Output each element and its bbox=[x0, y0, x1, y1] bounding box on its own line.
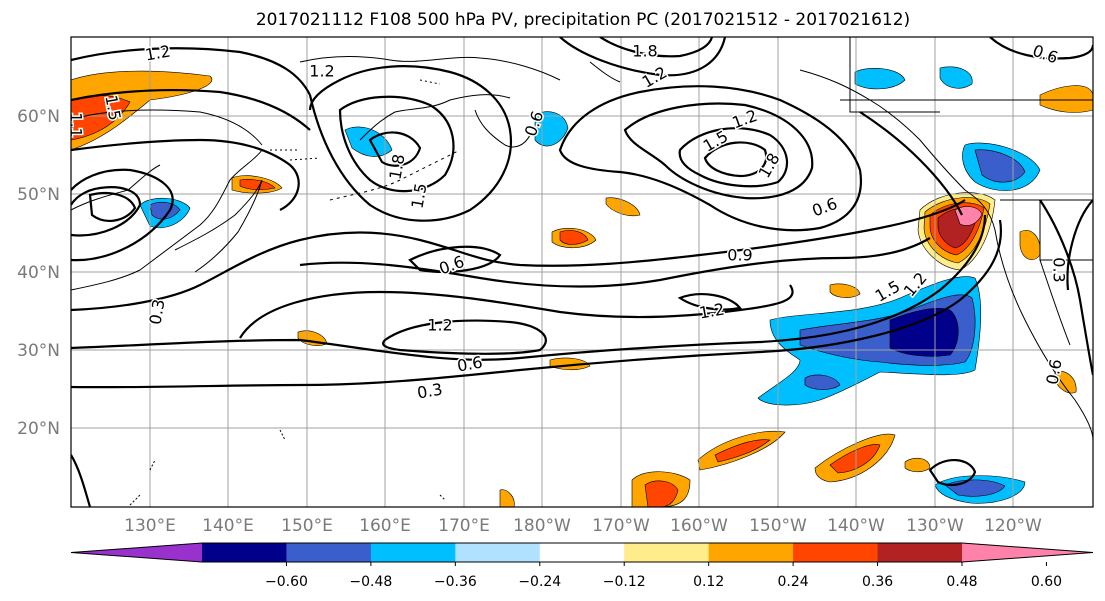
coastlines bbox=[71, 37, 1093, 506]
precipitation-shading bbox=[71, 66, 1093, 507]
lon-tick-label: 180°W bbox=[513, 516, 571, 536]
colorbar-tick-label: −0.48 bbox=[349, 574, 392, 590]
pv-contours bbox=[71, 37, 1093, 507]
precip-blob-pos bbox=[605, 197, 641, 217]
precip-blob-pos bbox=[559, 230, 589, 245]
lat-tick-label: 40°N bbox=[17, 263, 60, 283]
colorbar-tick-label: −0.36 bbox=[434, 574, 477, 590]
lon-tick-label: 160°E bbox=[359, 516, 411, 536]
colorbar-outline bbox=[70, 542, 1094, 563]
colorbar-segment bbox=[286, 543, 372, 562]
latitude-labels: 60°N 50°N 40°N 30°N 20°N bbox=[17, 107, 60, 439]
colorbar-tick-label: 0.24 bbox=[778, 574, 809, 590]
contour-label: 1.8 bbox=[385, 153, 408, 181]
colorbar-segment bbox=[708, 543, 794, 562]
precip-blob-neg bbox=[889, 308, 959, 357]
colorbar-tick-label: 0.36 bbox=[862, 574, 893, 590]
longitude-labels: 130°E 140°E 150°E 160°E 170°E 180°W 170°W 160°W… bbox=[124, 516, 1042, 536]
lat-tick-label: 50°N bbox=[17, 185, 60, 205]
map-frame bbox=[70, 36, 1094, 508]
precip-blob-neg bbox=[939, 66, 973, 89]
map-gridlines bbox=[71, 37, 1093, 507]
precip-blob-pos bbox=[499, 489, 515, 507]
lon-tick-label: 140°W bbox=[827, 516, 885, 536]
figure-title: 2017021112 F108 500 hPa PV, precipitatio… bbox=[256, 10, 910, 30]
colorbar-segment bbox=[539, 543, 625, 562]
contour-label: 0.3 bbox=[1050, 257, 1069, 282]
colorbar-over-arrow bbox=[962, 543, 1093, 562]
lon-tick-label: 130°E bbox=[124, 516, 176, 536]
precip-blob-pos bbox=[714, 439, 771, 463]
precip-blob-neg bbox=[804, 374, 841, 390]
precip-blob-neg bbox=[534, 111, 569, 147]
colorbar-segment bbox=[624, 543, 710, 562]
contour-label: 0.6 bbox=[456, 352, 484, 375]
lat-tick-label: 20°N bbox=[17, 419, 60, 439]
colorbar-tick-label: −0.12 bbox=[603, 574, 646, 590]
lat-tick-label: 60°N bbox=[17, 107, 60, 127]
precip-blob-pos bbox=[1039, 85, 1093, 113]
precip-blob-pos bbox=[829, 283, 861, 298]
colorbar-segment bbox=[793, 543, 879, 562]
contour-label: 1.2 bbox=[309, 62, 334, 81]
colorbar-tick-label: −0.24 bbox=[518, 574, 561, 590]
lon-tick-label: 120°W bbox=[984, 516, 1042, 536]
colorbar-tick-label: 0.48 bbox=[946, 574, 977, 590]
colorbar-tick-label: 0.60 bbox=[1031, 574, 1062, 590]
colorbar-segment bbox=[370, 543, 456, 562]
lon-tick-label: 160°W bbox=[670, 516, 728, 536]
contour-label: 0.9 bbox=[727, 246, 752, 265]
precip-blob-pos bbox=[829, 444, 881, 474]
lon-tick-label: 150°W bbox=[749, 516, 807, 536]
colorbar-segment bbox=[202, 543, 287, 562]
precip-blob-pos bbox=[239, 179, 276, 191]
lon-tick-label: 130°W bbox=[906, 516, 964, 536]
contour-label: 1.1 bbox=[67, 112, 86, 137]
lon-tick-label: 150°E bbox=[281, 516, 333, 536]
colorbar-segment bbox=[455, 543, 541, 562]
contour-label: 1.2 bbox=[144, 41, 172, 64]
lon-tick-label: 170°E bbox=[438, 516, 490, 536]
map-panel: 1.21.21.81.20.60.61.51.81.21.51.50.60.91… bbox=[67, 36, 1094, 508]
lon-tick-label: 170°W bbox=[592, 516, 650, 536]
precip-blob-pos bbox=[904, 457, 931, 473]
colorbar: −0.60 −0.48 −0.36 −0.24 −0.12 0.12 0.24 0.36 0.4… bbox=[70, 542, 1094, 590]
contour-label: 1.8 bbox=[632, 42, 657, 61]
colorbar-tick-label: 0.12 bbox=[693, 574, 724, 590]
precip-blob-pos bbox=[1054, 370, 1077, 394]
colorbar-tick-label: −0.60 bbox=[265, 574, 308, 590]
precip-blob-pos bbox=[954, 206, 983, 226]
contour-label: 1.2 bbox=[427, 316, 452, 335]
lat-tick-label: 30°N bbox=[17, 341, 60, 361]
lon-tick-label: 140°E bbox=[202, 516, 254, 536]
contour-label: 1.5 bbox=[407, 182, 430, 210]
precip-blob-neg bbox=[854, 67, 906, 90]
colorbar-under-arrow bbox=[71, 543, 202, 562]
colorbar-segment bbox=[877, 543, 963, 562]
